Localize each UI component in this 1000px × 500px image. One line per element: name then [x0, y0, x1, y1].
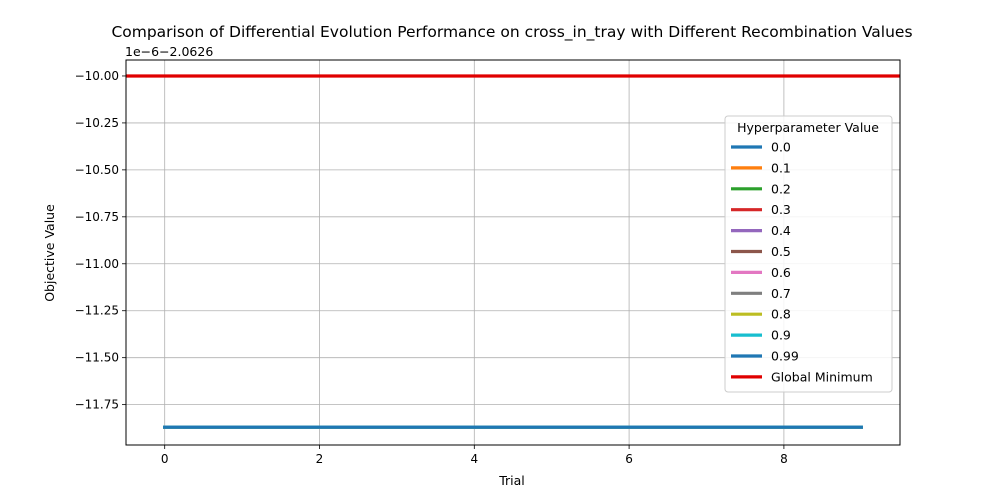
y-axis-label: Objective Value	[42, 204, 57, 302]
legend-entry-label: 0.0	[771, 140, 791, 155]
legend-entry-label: 0.9	[771, 328, 791, 343]
y-offset-label: 1e−6−2.0626	[125, 44, 213, 59]
legend-title: Hyperparameter Value	[737, 120, 879, 135]
legend-items: 0.0 0.1 0.2 0.3 0.4 0.5 0.6 0.7 0.8 0.9 0.99 Global…	[731, 140, 873, 384]
y-tick-label: −11.00	[75, 257, 119, 271]
legend: Hyperparameter Value 0.00.10.20.30.40.50…	[724, 115, 893, 393]
x-tick-label: 6	[625, 452, 633, 466]
legend-entry-label: Global Minimum	[771, 369, 873, 384]
legend-entry-label: 0.8	[771, 307, 791, 322]
x-axis-label: Trial	[498, 473, 525, 488]
legend-entry-label: 0.5	[771, 244, 791, 259]
x-tick-label: 8	[780, 452, 788, 466]
plot-frame	[125, 59, 901, 446]
legend-entry-label: 0.4	[771, 223, 791, 238]
y-tick-label: −10.50	[75, 163, 119, 177]
y-tick-label: −10.00	[75, 69, 119, 83]
legend-entry-label: 0.99	[771, 349, 799, 364]
legend-entry-label: 0.3	[771, 202, 791, 217]
y-tick-label: −11.75	[75, 398, 119, 412]
x-tick-label: 2	[316, 452, 324, 466]
x-tick-label: 0	[161, 452, 169, 466]
series-lines	[126, 74, 900, 429]
axis-ticks: 0 2 4 6 8 −10.00 −10.25 −10.50 −10.75 −11.00 −11.2…	[75, 69, 788, 466]
y-tick-label: −10.75	[75, 210, 119, 224]
legend-entry-label: 0.6	[771, 265, 791, 280]
y-tick-label: −11.25	[75, 304, 119, 318]
legend-entry-label: 0.2	[771, 181, 791, 196]
y-tick-label: −10.25	[75, 116, 119, 130]
legend-entry-label: 0.1	[771, 160, 791, 175]
legend-box	[724, 115, 893, 393]
y-tick-label: −11.50	[75, 351, 119, 365]
chart-title: Comparison of Differential Evolution Per…	[111, 23, 912, 42]
x-tick-label: 4	[470, 452, 478, 466]
legend-entry-label: 0.7	[771, 286, 791, 301]
